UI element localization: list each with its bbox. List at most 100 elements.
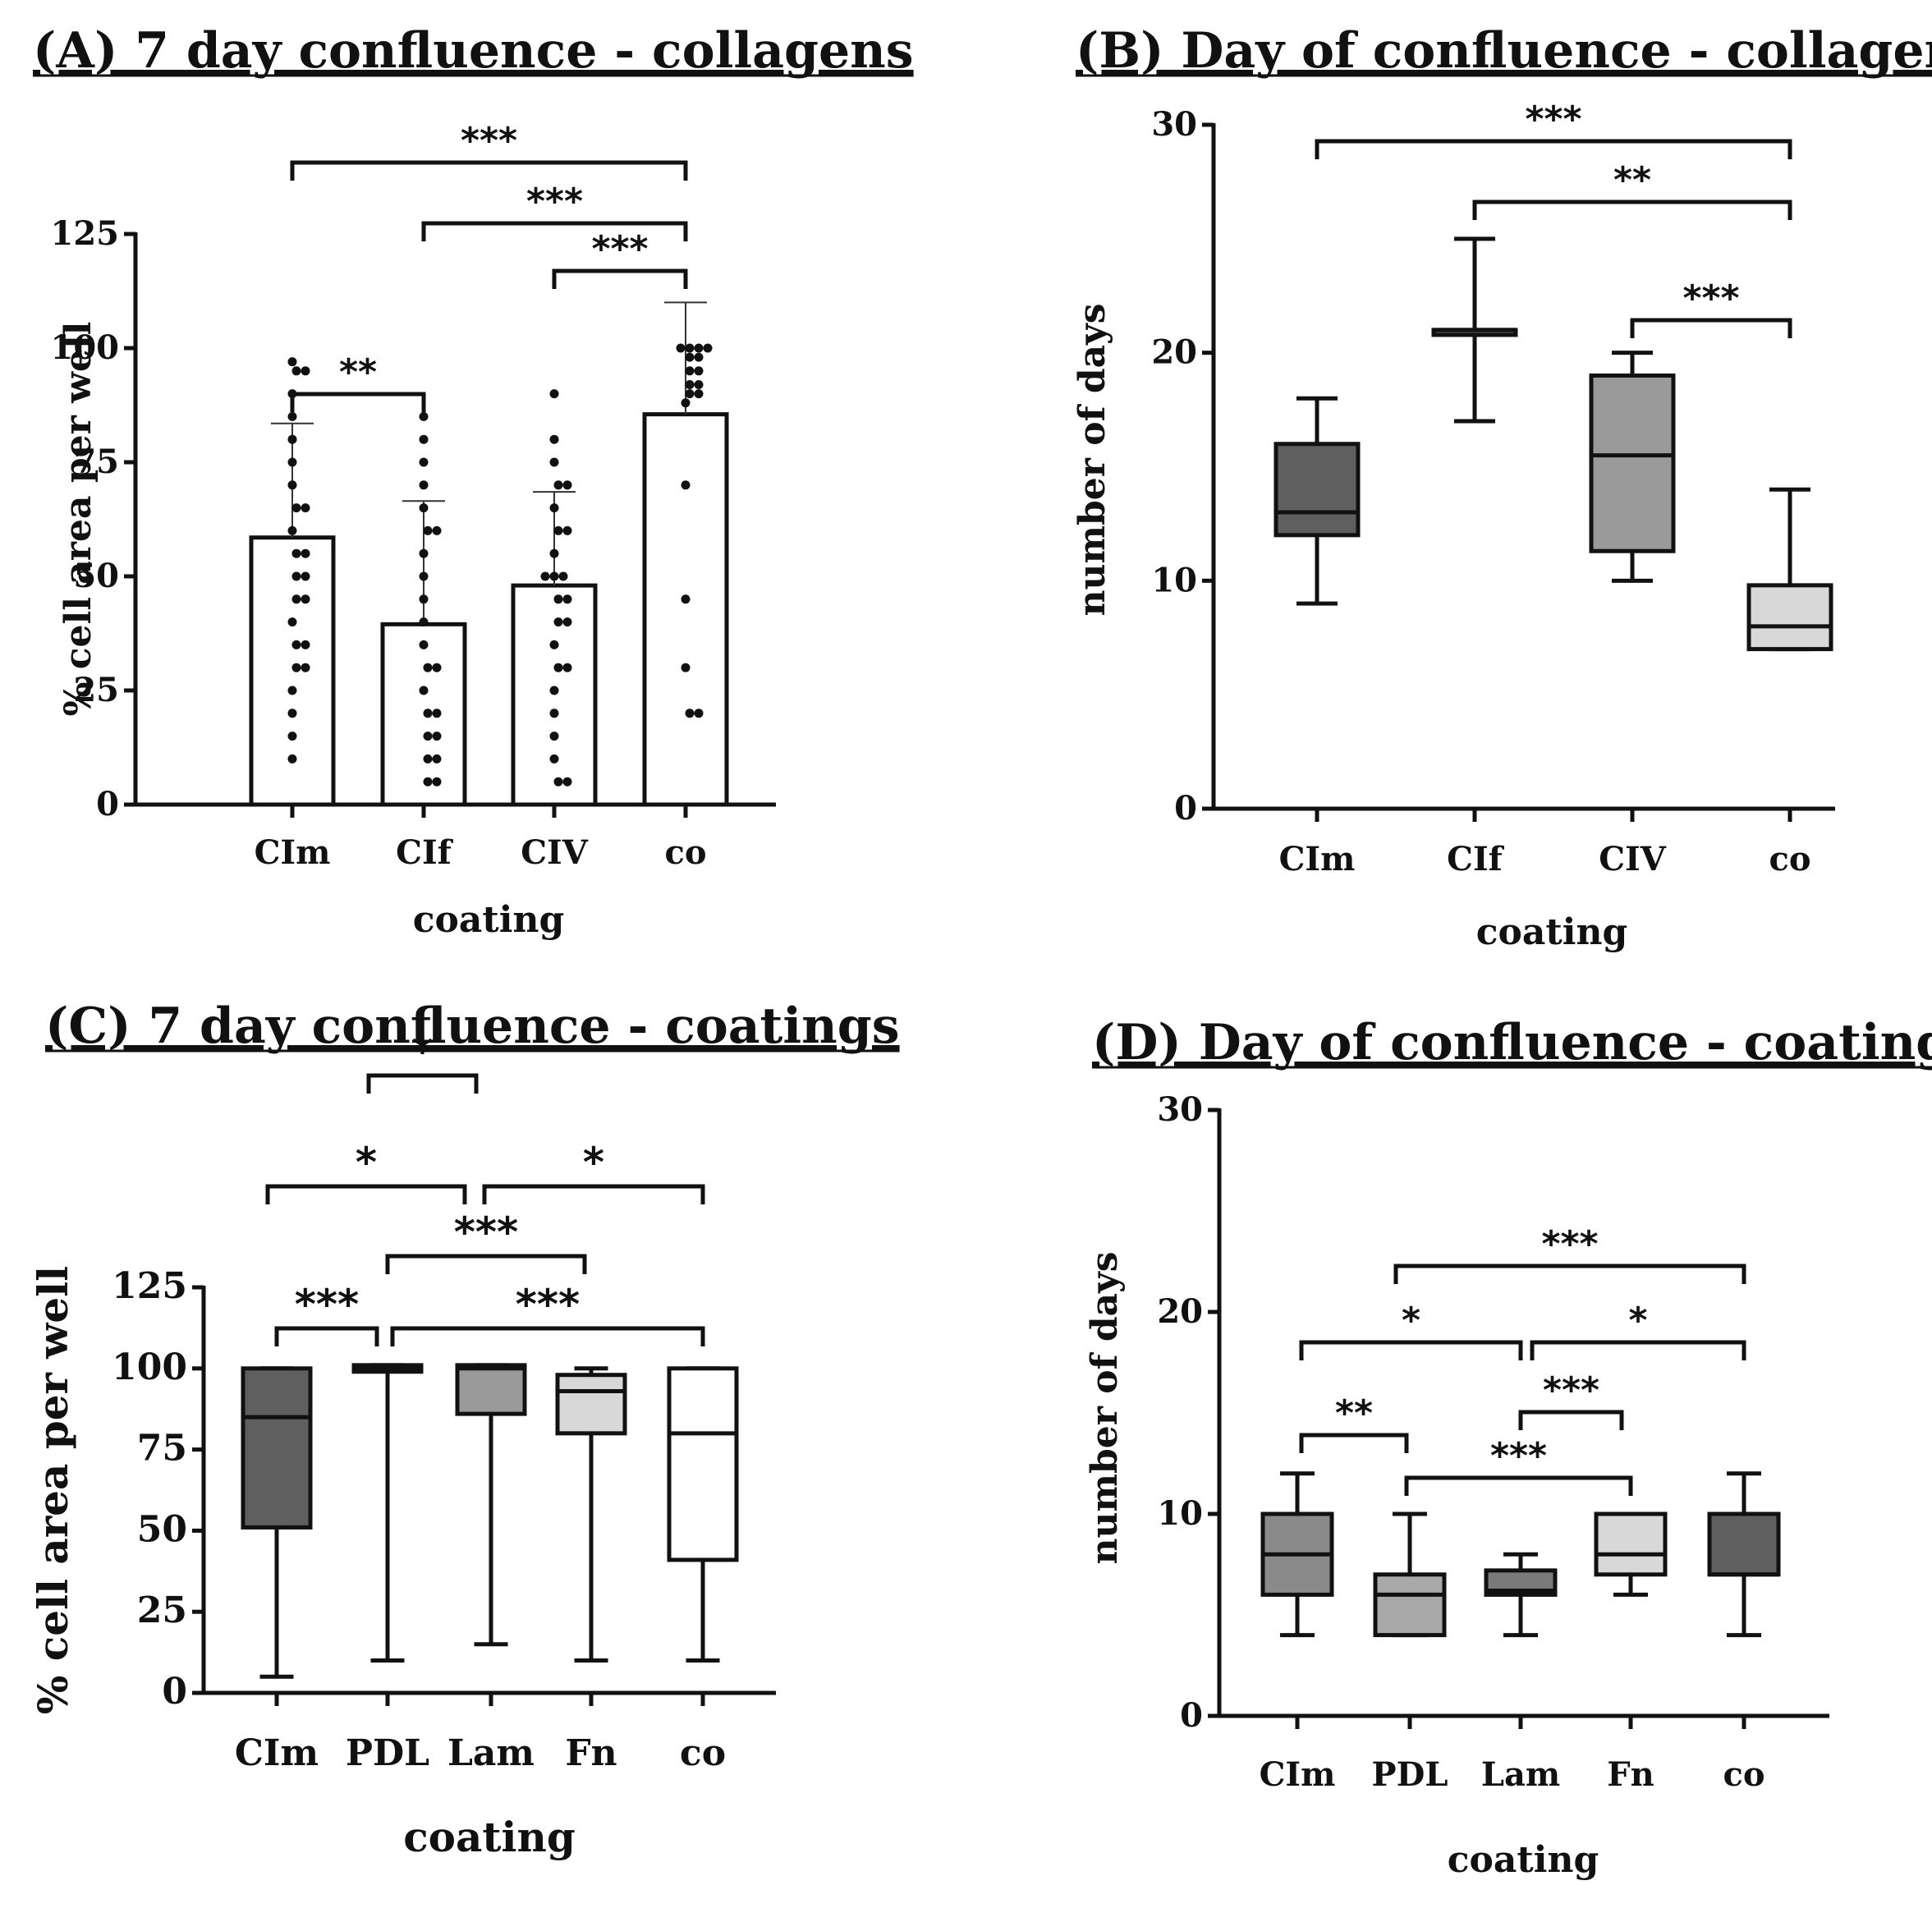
data-point — [287, 411, 297, 421]
data-point — [432, 754, 442, 764]
significance-label: *** — [1490, 1435, 1547, 1477]
y-tick-label: 100 — [51, 328, 120, 367]
significance-bracket — [421, 221, 688, 241]
significance-label: * — [1402, 1300, 1420, 1342]
data-point — [301, 640, 310, 649]
significance-label: ** — [339, 351, 377, 393]
y-tick-label: 0 — [1180, 1696, 1203, 1735]
data-point — [685, 343, 695, 353]
y-tick-label: 0 — [162, 1671, 187, 1713]
box — [455, 1363, 527, 1416]
data-point — [423, 663, 433, 672]
data-point — [287, 686, 297, 695]
data-point — [423, 777, 433, 787]
data-point — [685, 389, 695, 399]
y-tick-label: 30 — [1157, 1090, 1203, 1129]
x-tick-label: co — [664, 833, 706, 872]
data-point — [301, 503, 310, 513]
y-axis-label: % cell area per well — [57, 322, 99, 717]
box — [241, 1366, 313, 1530]
box — [1373, 1572, 1447, 1638]
box — [1707, 1511, 1781, 1577]
data-point — [419, 411, 429, 421]
x-axis-label: coating — [413, 899, 564, 941]
data-point — [681, 480, 691, 490]
significance-label: * — [1628, 1300, 1647, 1342]
x-tick-label: co — [1723, 1755, 1764, 1794]
data-point — [553, 480, 563, 490]
y-tick-label: 20 — [1151, 333, 1197, 372]
data-point — [423, 732, 433, 741]
significance-label: *** — [295, 1281, 359, 1328]
significance-label: *** — [1525, 99, 1581, 140]
x-tick-label: PDL — [1372, 1755, 1448, 1794]
x-axis-label: coating — [1476, 911, 1627, 953]
panel-a: (A) 7 day confluence - collagens 0 25 50 75 1… — [33, 22, 914, 941]
y-axis-label: number of days — [1072, 303, 1113, 616]
significance-bracket — [390, 1326, 705, 1346]
data-point — [562, 663, 572, 672]
significance-label: *** — [1541, 1223, 1598, 1265]
x-tick-label: CIm — [1279, 840, 1356, 878]
data-point — [694, 389, 704, 399]
x-tick-label: CIV — [521, 833, 589, 872]
y-tick-label: 20 — [1157, 1292, 1203, 1331]
significance-label: ** — [1335, 1392, 1373, 1434]
significance-bracket — [366, 1073, 479, 1094]
x-axis-label: coating — [1448, 1839, 1599, 1881]
data-point — [432, 525, 442, 535]
panel-title: (B) Day of confluence - collagens — [1076, 22, 1932, 80]
x-tick-label: co — [1769, 840, 1810, 878]
data-point — [291, 503, 301, 513]
x-tick-label: Lam — [447, 1732, 535, 1774]
x-tick-label: co — [680, 1732, 726, 1774]
data-point — [553, 594, 563, 604]
data-point — [681, 594, 691, 604]
box — [1746, 583, 1833, 652]
data-point — [287, 525, 297, 535]
box — [1589, 373, 1676, 553]
x-tick-label: PDL — [346, 1732, 429, 1774]
significance-bracket — [290, 392, 426, 412]
data-point — [694, 352, 704, 362]
data-point — [419, 686, 429, 695]
data-point — [291, 548, 301, 558]
data-point — [694, 343, 704, 353]
data-point — [681, 398, 691, 408]
data-point — [549, 640, 559, 649]
data-point — [549, 686, 559, 695]
y-axis-label: number of days — [1084, 1251, 1126, 1564]
data-point — [685, 352, 695, 362]
data-point — [301, 548, 310, 558]
panel-title: (A) 7 day confluence - collagens — [33, 22, 914, 80]
data-point — [694, 379, 704, 389]
significance-label: *** — [461, 120, 517, 162]
data-point — [301, 366, 310, 376]
significance-label: *** — [526, 181, 583, 222]
data-point — [291, 640, 301, 649]
y-tick-label: 0 — [1174, 789, 1197, 828]
y-tick-label: 100 — [112, 1346, 187, 1388]
y-tick-label: 30 — [1151, 105, 1197, 144]
data-point — [301, 594, 310, 604]
significance-label: *** — [516, 1281, 580, 1328]
y-tick-label: 25 — [73, 671, 119, 709]
data-point — [432, 663, 442, 672]
y-tick-label: 0 — [96, 785, 119, 823]
significance-bracket — [1530, 1340, 1746, 1360]
data-point — [419, 548, 429, 558]
x-tick-label: CIm — [1260, 1755, 1336, 1794]
panel-title: (C) 7 day confluence - coatings — [45, 998, 900, 1055]
significance-label: *** — [454, 1209, 518, 1256]
bar — [642, 412, 729, 807]
data-point — [419, 434, 429, 444]
data-point — [423, 754, 433, 764]
significance-bracket — [1299, 1340, 1523, 1360]
x-tick-label: CIV — [1599, 840, 1667, 878]
data-point — [287, 357, 297, 367]
data-point — [549, 503, 559, 513]
data-point — [287, 732, 297, 741]
panel-d: (D) Day of confluence - coatings 0 10 20 30 C… — [1084, 1014, 1932, 1881]
panel-title: (D) Day of confluence - coatings — [1092, 1014, 1932, 1071]
